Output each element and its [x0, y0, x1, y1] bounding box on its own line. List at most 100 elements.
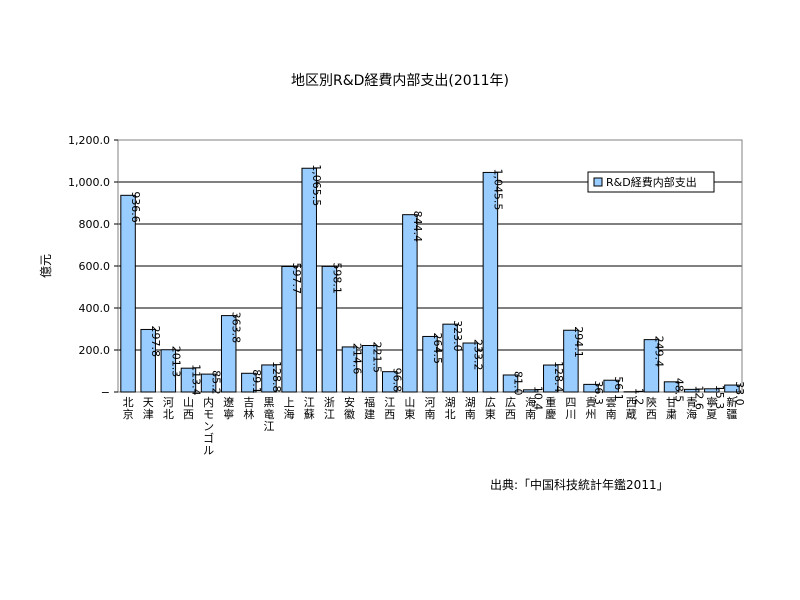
data-label: 221.5	[371, 341, 384, 373]
bar	[402, 214, 418, 393]
data-label: 597.7	[290, 262, 303, 294]
y-tick-label: 400.0	[79, 302, 111, 315]
x-tick-label: 河南	[425, 396, 436, 421]
x-tick-label: 安徽	[344, 395, 355, 421]
data-label: 12.6	[693, 385, 706, 410]
data-label: 297.8	[149, 325, 162, 357]
data-label: 598.1	[330, 262, 343, 294]
x-tick-label: 上海	[284, 396, 295, 421]
x-tick-label: 貴州	[586, 395, 597, 421]
legend-box	[587, 171, 715, 193]
x-tick-label: 北京	[123, 396, 134, 421]
x-tick-label: 黒竜江	[263, 396, 274, 433]
bar	[502, 374, 519, 393]
bar	[482, 171, 499, 393]
y-tick-label: −	[101, 386, 110, 399]
legend-label: R&D経費内部支出	[606, 175, 697, 189]
data-label: 85.2	[210, 370, 223, 395]
data-label: 201.3	[169, 346, 182, 378]
x-tick-label: 浙江	[324, 396, 335, 421]
x-tick-label: 四川	[565, 396, 576, 421]
bar	[442, 323, 458, 393]
data-label: 1.2	[632, 388, 645, 406]
data-label: 15.3	[713, 385, 726, 410]
y-axis-label: 億元	[39, 254, 53, 278]
bar	[643, 339, 660, 393]
data-label: 844.4	[411, 211, 424, 243]
data-label: 233.2	[471, 339, 484, 371]
bar	[180, 367, 197, 393]
x-tick-label: 内モンゴル	[203, 395, 214, 457]
x-tick-label: 雲南	[606, 396, 617, 421]
x-tick-label: 河北	[163, 396, 174, 421]
legend-swatch	[593, 177, 603, 187]
x-tick-label: 吉林	[243, 396, 254, 421]
data-label: 10.4	[532, 386, 545, 411]
bar	[281, 265, 297, 393]
x-tick-label: 遼寧	[223, 395, 234, 421]
data-label: 1,045.5	[491, 168, 504, 210]
x-tick-label: 江蘇	[304, 396, 315, 421]
bar	[462, 342, 479, 393]
bar	[603, 379, 619, 393]
data-label: 36.3	[592, 380, 605, 405]
x-tick-label: 広東	[485, 396, 496, 421]
bar	[220, 315, 237, 393]
y-tick-label: 200.0	[79, 344, 111, 357]
data-label: 363.8	[230, 312, 243, 344]
data-label: 323.0	[451, 320, 464, 352]
y-tick-label: 800.0	[79, 218, 111, 231]
data-label: 113.4	[189, 364, 202, 396]
bar	[704, 388, 720, 393]
data-label: 48.5	[673, 378, 686, 403]
bar	[724, 384, 740, 393]
bar	[381, 371, 398, 393]
bar	[583, 383, 599, 393]
bar	[321, 265, 338, 393]
bar	[160, 349, 177, 393]
source-note: 出典:「中国科技統計年鑑2011」	[490, 478, 669, 492]
data-label: 249.4	[652, 336, 665, 368]
bar	[683, 388, 700, 393]
x-tick-label: 江西	[384, 396, 395, 421]
bar	[140, 328, 156, 393]
data-label: 936.6	[129, 191, 142, 223]
x-tick-label: 新疆	[726, 395, 737, 421]
bar	[120, 194, 136, 393]
y-tick-label: 1,200.0	[68, 134, 110, 147]
data-label: 264.5	[431, 332, 444, 364]
x-tick-label: 広西	[505, 396, 516, 421]
bar	[522, 389, 539, 393]
bar	[543, 364, 559, 393]
bar	[301, 167, 317, 393]
data-label: 214.6	[350, 343, 363, 375]
x-tick-label: 天津	[143, 396, 154, 421]
x-tick-label: 西蔵	[626, 396, 637, 421]
data-label: 56.1	[612, 376, 625, 401]
bar	[361, 344, 378, 393]
data-label: 128.4	[552, 361, 565, 393]
y-tick-label: 600.0	[79, 260, 111, 273]
data-label: 81.0	[512, 371, 525, 396]
data-label: 128.8	[270, 361, 283, 393]
x-tick-label: 青海	[686, 396, 697, 421]
chart-title: 地区別R&D経費内部支出(2011年)	[291, 73, 509, 89]
x-tick-label: 山西	[183, 396, 194, 421]
x-tick-label: 湖北	[445, 396, 456, 421]
x-tick-label: 海南	[525, 395, 536, 421]
bar	[261, 364, 277, 393]
data-label: 89.1	[250, 369, 263, 394]
x-tick-label: 甘粛	[666, 396, 677, 421]
bar	[241, 372, 257, 393]
x-tick-label: 寧夏	[706, 395, 717, 421]
bar	[200, 373, 217, 393]
x-tick-label: 湖南	[465, 396, 476, 421]
x-tick-label: 陝西	[646, 396, 657, 421]
data-label: 33.0	[733, 381, 746, 406]
x-tick-label: 福建	[364, 395, 375, 421]
data-label: 1,065.5	[310, 164, 323, 206]
data-label: 294.1	[572, 326, 585, 358]
data-label: 96.8	[391, 368, 404, 393]
y-tick-label: 1,000.0	[68, 176, 110, 189]
